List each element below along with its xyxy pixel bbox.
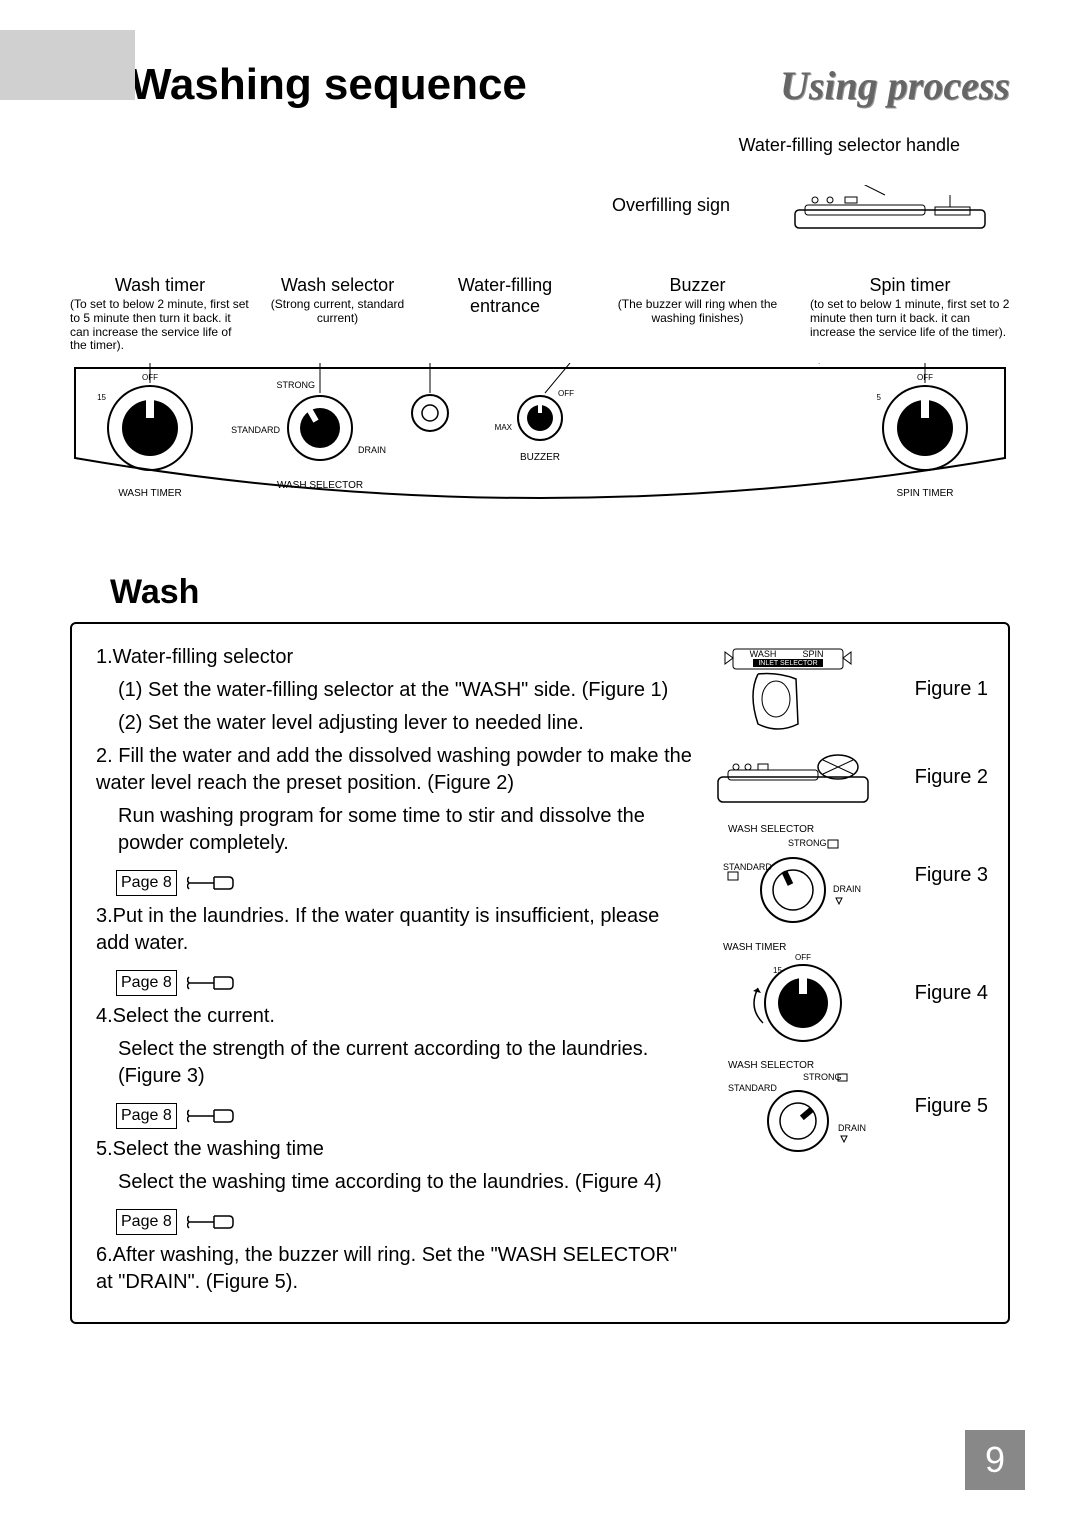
svg-text:STRONG: STRONG xyxy=(276,380,315,390)
col-wash-timer: Wash timer (To set to below 2 minute, fi… xyxy=(70,275,250,353)
step-4-title: 4.Select the current. xyxy=(96,1003,693,1030)
figure-3-label: Figure 3 xyxy=(915,864,988,887)
wash-section: Wash 1.Water-filling selector (1) Set th… xyxy=(70,573,1010,1324)
figure-4-label: Figure 4 xyxy=(915,982,988,1005)
figure-1-label: Figure 1 xyxy=(915,678,988,701)
step-3: 3.Put in the laundries. If the water qua… xyxy=(96,903,693,957)
svg-text:DRAIN: DRAIN xyxy=(838,1123,866,1133)
figure-5-label: Figure 5 xyxy=(915,1095,988,1118)
column-labels-row: Wash timer (To set to below 2 minute, fi… xyxy=(70,275,1010,353)
svg-text:WASH SELECTOR: WASH SELECTOR xyxy=(728,1060,814,1071)
title-row: Washing sequence Using process xyxy=(130,60,1010,110)
col-wash-selector: Wash selector (Strong current, standard … xyxy=(263,275,413,353)
figure-1: WASH SPIN INLET SELECTOR Figure 1 xyxy=(708,644,988,734)
svg-text:INLET SELECTOR: INLET SELECTOR xyxy=(758,660,817,667)
step-1b: (2) Set the water level adjusting lever … xyxy=(96,710,693,737)
step-5-body: Select the washing time according to the… xyxy=(96,1169,693,1196)
step-2b: Run washing program for some time to sti… xyxy=(96,803,693,857)
figure-2-label: Figure 2 xyxy=(915,766,988,789)
svg-text:BUZZER: BUZZER xyxy=(520,452,560,463)
top-diagram-labels: Water-filling selector handle Overfillin… xyxy=(70,135,1010,225)
figure-5-icon: WASH SELECTOR STRONG STANDARD DRAIN xyxy=(708,1056,878,1156)
svg-text:DRAIN: DRAIN xyxy=(833,884,861,894)
figure-3-icon: WASH SELECTOR STRONG STANDARD DRAIN xyxy=(708,820,878,930)
step-1a: (1) Set the water-filling selector at th… xyxy=(96,677,693,704)
page-number: 9 xyxy=(965,1430,1025,1490)
svg-text:WASH TIMER: WASH TIMER xyxy=(723,942,786,953)
svg-text:WASH SELECTOR: WASH SELECTOR xyxy=(277,480,363,491)
svg-text:OFF: OFF xyxy=(558,389,574,398)
page-ref-2: Page 8 xyxy=(116,969,237,997)
figure-2: Figure 2 xyxy=(708,742,988,812)
overfilling-label: Overfilling sign xyxy=(612,195,730,216)
figure-3: WASH SELECTOR STRONG STANDARD DRAIN Figu… xyxy=(708,820,988,930)
svg-text:15: 15 xyxy=(97,393,106,402)
handle-label: Water-filling selector handle xyxy=(739,135,960,156)
svg-text:OFF: OFF xyxy=(795,953,811,962)
page-ref-4: Page 8 xyxy=(116,1208,237,1236)
svg-text:WASH SELECTOR: WASH SELECTOR xyxy=(728,824,814,835)
control-panel-diagram: OFF 15 WASH TIMER STRONG STANDARD DRAIN … xyxy=(70,363,1010,533)
col-buzzer: Buzzer (The buzzer will ring when the wa… xyxy=(598,275,798,353)
figure-4-icon: WASH TIMER OFF 15 xyxy=(708,938,878,1048)
svg-text:WASH: WASH xyxy=(750,649,777,659)
col-spin-timer: Spin timer (to set to below 1 minute, fi… xyxy=(810,275,1010,353)
svg-text:STANDARD: STANDARD xyxy=(728,1083,777,1093)
instructions-column: 1.Water-filling selector (1) Set the wat… xyxy=(96,644,693,1302)
pointing-hand-icon xyxy=(187,969,237,997)
svg-text:SPIN TIMER: SPIN TIMER xyxy=(896,488,953,499)
pointing-hand-icon xyxy=(187,1208,237,1236)
pointing-hand-icon xyxy=(187,1102,237,1130)
page-ref-3: Page 8 xyxy=(116,1102,237,1130)
svg-text:5: 5 xyxy=(877,393,882,402)
svg-text:SPIN: SPIN xyxy=(802,649,823,659)
step-2: 2. Fill the water and add the dissolved … xyxy=(96,743,693,797)
page-ref-1: Page 8 xyxy=(116,869,237,897)
step-4-body: Select the strength of the current accor… xyxy=(96,1036,693,1090)
main-title: Washing sequence xyxy=(130,60,527,110)
col-water-entrance: Water-filling entrance xyxy=(425,275,585,353)
svg-text:STANDARD: STANDARD xyxy=(723,862,772,872)
figures-column: WASH SPIN INLET SELECTOR Figure 1 xyxy=(708,644,988,1302)
svg-text:STANDARD: STANDARD xyxy=(231,425,280,435)
svg-text:WASH TIMER: WASH TIMER xyxy=(118,488,181,499)
svg-text:STRONG: STRONG xyxy=(803,1072,842,1082)
section-box: 1.Water-filling selector (1) Set the wat… xyxy=(70,622,1010,1324)
step-6: 6.After washing, the buzzer will ring. S… xyxy=(96,1242,693,1296)
svg-text:15: 15 xyxy=(773,966,782,975)
header-accent-bar xyxy=(0,30,135,100)
figure-1-icon: WASH SPIN INLET SELECTOR xyxy=(708,644,878,734)
svg-text:STRONG: STRONG xyxy=(788,838,827,848)
figure-5: WASH SELECTOR STRONG STANDARD DRAIN Figu… xyxy=(708,1056,988,1156)
figure-2-icon xyxy=(708,742,878,812)
svg-text:DRAIN: DRAIN xyxy=(358,445,386,455)
pointing-hand-icon xyxy=(187,869,237,897)
figure-4: WASH TIMER OFF 15 Figure 4 xyxy=(708,938,988,1048)
svg-text:MAX: MAX xyxy=(495,423,513,432)
section-title: Wash xyxy=(110,573,1010,612)
sub-title: Using process xyxy=(780,62,1010,109)
step-5-title: 5.Select the washing time xyxy=(96,1136,693,1163)
step-1-title: 1.Water-filling selector xyxy=(96,644,693,671)
